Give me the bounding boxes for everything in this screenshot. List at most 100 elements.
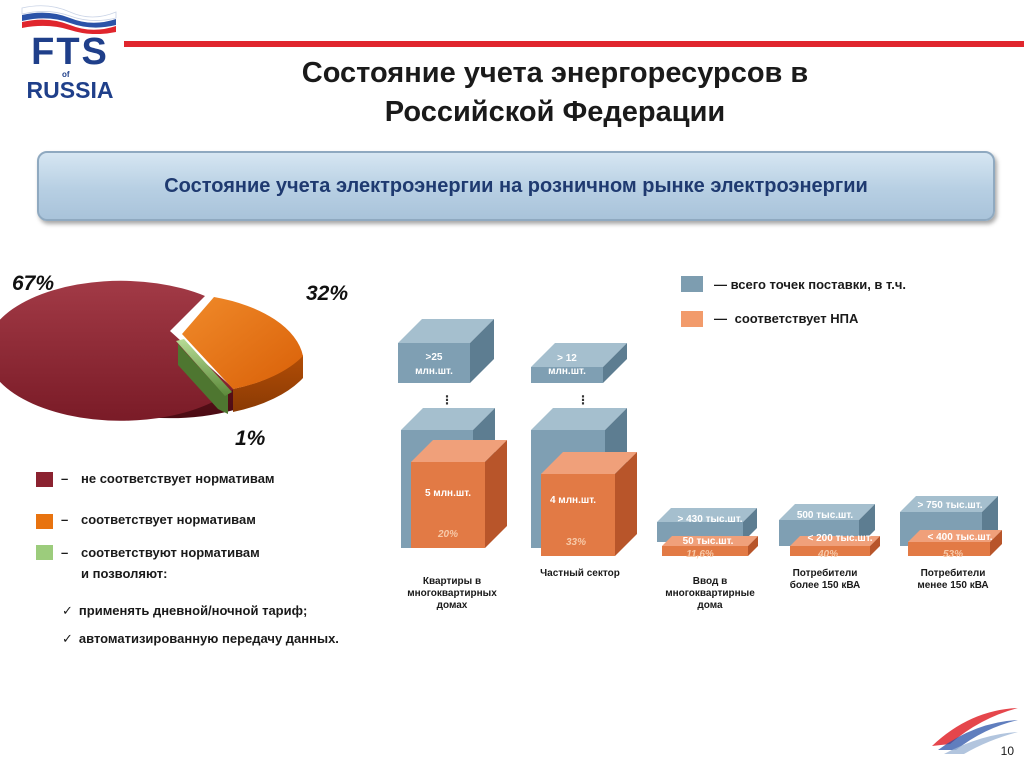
legend-dash: –	[61, 471, 69, 486]
pie-label-compliant: 32%	[306, 282, 349, 305]
bar1-ellipsis: ⋮	[441, 393, 453, 407]
bar1-npa-bar	[411, 440, 507, 548]
bar2-npa-bar-front	[541, 474, 615, 556]
bar1-total-bar-top	[401, 408, 495, 430]
legend-item-total: — всего точек поставки, в т.ч.	[714, 277, 906, 292]
category-label-line: более 150 кВА	[789, 580, 861, 591]
bar2-npa-bar	[541, 452, 637, 556]
bar3-npa-bar-front	[662, 546, 748, 556]
check-item-data-transfer: ✓ автоматизированную передачу данных.	[62, 631, 339, 647]
fts-logo: FTS of RUSSIA	[18, 4, 120, 104]
check-label: автоматизированную передачу данных.	[78, 631, 339, 646]
bar1-npa-bar-side	[485, 440, 507, 548]
bar2-total-top-segment	[531, 343, 627, 383]
bar1-total-top-segment-side	[470, 319, 494, 383]
bar3-npa-bar	[662, 536, 758, 556]
legend-dash: –	[61, 545, 69, 560]
legend-label: не соответствует нормативам	[81, 471, 275, 486]
category-label-new-buildings: Ввод в многоквартирные дома	[650, 576, 770, 612]
check-item-tariff: ✓ применять дневной/ночной тариф;	[62, 603, 307, 619]
bar4-npa-bar-side	[870, 536, 880, 556]
category-label-line: менее 150 кВА	[917, 580, 989, 591]
category-label-line: Ввод в	[692, 576, 728, 587]
bar2-npa-bar-side	[615, 452, 637, 556]
pie-slice-smart-side	[178, 344, 228, 414]
legend-dash: —	[714, 277, 727, 292]
bar5-pct-label: 53%	[943, 549, 963, 560]
legend-label: соответствуют нормативам	[81, 545, 260, 560]
bar1-total-top-segment-front	[398, 343, 470, 383]
category-label-apartments: Квартиры в многоквартирных домах	[392, 576, 512, 612]
bar4-npa-label: < 200 тыс.шт.	[808, 533, 873, 544]
legend-swatch-npa	[681, 311, 703, 327]
category-label-over-150: Потребители более 150 кВА	[770, 568, 880, 592]
bar5-npa-label: < 400 тыс.шт.	[928, 532, 993, 543]
header-rule	[124, 41, 1024, 47]
bar5-total-label: > 750 тыс.шт.	[918, 500, 983, 511]
bar2-total-top-segment-front	[531, 367, 603, 383]
legend-swatch-smart	[36, 545, 53, 560]
bar1-total-label-line2: млн.шт.	[415, 366, 453, 377]
legend-sub-label: и позволяют:	[81, 566, 168, 581]
checkmark-icon: ✓	[62, 631, 73, 646]
logo-fts-text: FTS	[31, 31, 109, 73]
bar1-npa-bar-top	[411, 440, 507, 462]
bar4-npa-bar-top	[790, 536, 880, 546]
bar4-total-bar-side	[859, 504, 875, 546]
category-label-under-150: Потребители менее 150 кВА	[898, 568, 1008, 592]
bar2-total-bar-top	[531, 408, 627, 430]
legend-swatch-total	[681, 276, 703, 292]
pie-slice-compliant	[182, 297, 303, 389]
pie-slice-non-compliant	[0, 280, 234, 421]
logo-russia-text: RUSSIA	[26, 77, 114, 103]
legend-label: соответствует НПА	[734, 311, 859, 326]
swoosh-logo-icon	[932, 708, 1018, 754]
bar2-npa-label: 4 млн.шт.	[550, 495, 596, 506]
bar2-ellipsis: ⋮	[577, 393, 589, 407]
category-label-line: многоквартирные	[665, 588, 755, 599]
legend-dash: –	[61, 512, 69, 527]
category-label-line: Потребители	[792, 568, 858, 579]
bar3-npa-label: 50 тыс.шт.	[683, 536, 734, 547]
page-number: 10	[1000, 744, 1014, 758]
bar3-total-bar-top	[657, 508, 757, 522]
bar2-total-top-segment-top	[531, 343, 627, 367]
checkmark-icon: ✓	[62, 603, 73, 618]
page-title-line1: Состояние учета энергоресурсов в	[301, 57, 809, 89]
bar3-npa-bar-side	[748, 536, 758, 556]
bar5-npa-bar-side	[990, 530, 1002, 556]
category-label-line: Квартиры в	[422, 576, 482, 587]
bar3-npa-bar-top	[662, 536, 758, 546]
bar2-pct-label: 33%	[566, 537, 586, 548]
bar5-npa-bar	[908, 530, 1002, 556]
legend-label: соответствует нормативам	[81, 512, 256, 527]
bar4-total-label: 500 тыс.шт.	[797, 510, 854, 521]
bar5-npa-bar-front	[908, 542, 990, 556]
bar4-npa-bar-front	[790, 546, 870, 556]
legend-dash: —	[714, 311, 727, 326]
bar1-npa-label: 5 млн.шт.	[425, 488, 471, 499]
flag-icon	[21, 5, 117, 34]
bar1-total-top-segment	[398, 319, 494, 383]
bar2-total-label-line2: млн.шт.	[548, 366, 586, 377]
section-banner: Состояние учета электроэнергии на рознич…	[37, 151, 995, 221]
legend-item-npa: — соответствует НПА	[714, 311, 858, 326]
bar4-pct-label: 40%	[817, 549, 838, 560]
check-label: применять дневной/ночной тариф;	[78, 603, 308, 618]
pie-label-non-compliant: 67%	[12, 272, 55, 295]
bar1-npa-bar-front	[411, 462, 485, 548]
bar2-npa-bar-top	[541, 452, 637, 474]
bar3-pct-label: 11,6%	[686, 549, 714, 560]
legend-label: всего точек поставки, в т.ч.	[730, 277, 907, 292]
category-label-private: Частный сектор	[520, 568, 640, 580]
category-label-line: Потребители	[920, 568, 986, 579]
category-label-line: Частный сектор	[540, 568, 620, 579]
bar5-npa-bar-top	[908, 530, 1002, 542]
category-label-line: домах	[436, 600, 468, 611]
pie-chart	[0, 280, 303, 421]
bar1-total-label-line1: >25	[426, 352, 443, 363]
logo-of-text: of	[62, 70, 70, 79]
bar4-npa-bar	[790, 536, 880, 556]
bar1-total-top-segment-top	[398, 319, 494, 343]
